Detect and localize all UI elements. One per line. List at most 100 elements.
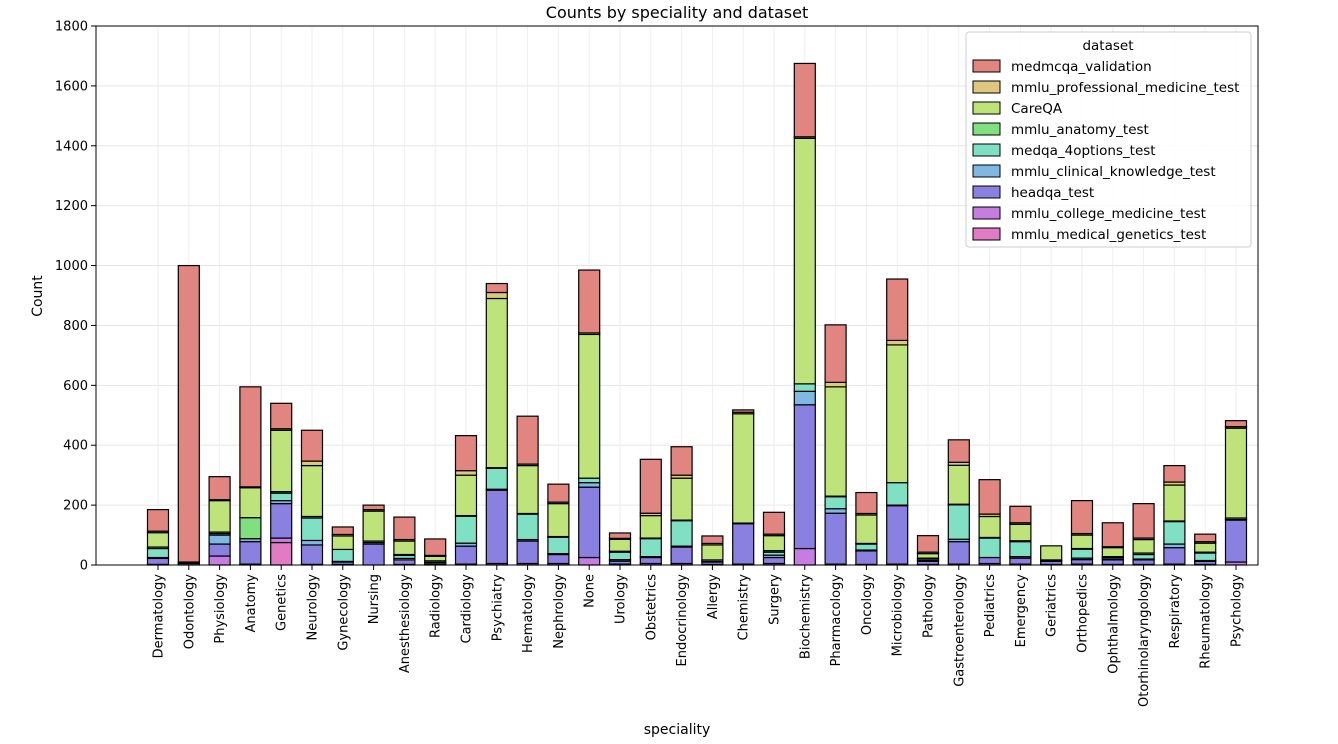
x-tick-label: Nephrology (552, 574, 567, 649)
bar-segment (578, 269, 601, 334)
bar-segment (516, 415, 539, 465)
bar-segment (454, 515, 478, 544)
bar-segment (947, 439, 970, 463)
x-tick-label: Emergency (1014, 574, 1029, 648)
bar-segment (1009, 523, 1032, 542)
bar-segment (608, 532, 632, 539)
bar-segment (1009, 541, 1032, 558)
bar-segment (1101, 547, 1124, 558)
bar-segment (855, 550, 878, 566)
bar-segment (916, 535, 940, 553)
bar-segment (1132, 538, 1155, 554)
bar-segment (331, 548, 354, 563)
bar-segment (824, 508, 847, 514)
x-tick-label: Odontology (182, 574, 197, 650)
bar-segment (270, 537, 293, 544)
x-tick-label: Ophthalmology (1106, 574, 1121, 674)
legend-label: mmlu_clinical_knowledge_test (1011, 164, 1216, 180)
bar-segment (300, 464, 324, 518)
bar-segment (1070, 500, 1094, 535)
y-tick-label: 800 (63, 319, 88, 334)
y-axis-label: Count (30, 275, 46, 317)
bar-segment (547, 483, 570, 503)
y-tick-label: 1000 (55, 259, 88, 274)
bar-segment (824, 386, 847, 497)
bar-segment (639, 514, 662, 539)
legend-title: dataset (1082, 38, 1133, 54)
bar-segment (516, 464, 539, 515)
legend-frame (965, 31, 1252, 248)
bar-segment (1070, 548, 1094, 559)
legend-label: mmlu_college_medicine_test (1011, 206, 1206, 222)
bar-segment (270, 492, 293, 502)
x-tick-label: Biochemistry (798, 574, 813, 659)
bar-segment (362, 510, 385, 542)
legend-swatch (972, 59, 1001, 73)
bar-segment (1009, 505, 1032, 524)
bar-segment (454, 435, 478, 472)
bar-segment (331, 535, 354, 551)
bar-segment (578, 482, 601, 488)
bar-segment (978, 537, 1001, 559)
bar-segment (978, 556, 1001, 565)
bar-segment (1194, 533, 1217, 543)
y-tick-label: 600 (63, 379, 88, 394)
x-axis-label: speciality (644, 722, 711, 738)
bar-segment (208, 476, 231, 501)
bar-segment (670, 477, 693, 521)
bar-segment (947, 504, 970, 540)
legend-swatch (972, 227, 1001, 241)
bar-segment (639, 458, 662, 514)
bar-segment (639, 538, 662, 558)
bar-segment (547, 536, 570, 555)
bar-segment (1040, 545, 1063, 561)
bar-segment (793, 137, 816, 385)
bar-segment (978, 479, 1001, 515)
y-axis: 0 200 400 600 800 1000 1200 1400 1600 1800 (55, 20, 96, 574)
bar-segment (886, 344, 909, 484)
x-tick-label: Anesthesiology (398, 574, 413, 673)
bar-segment (270, 541, 293, 566)
bar-segment (670, 546, 693, 565)
x-tick-label: Physiology (213, 574, 228, 644)
bar-segment (762, 556, 786, 565)
bar-segment (608, 551, 632, 561)
bar-segment (1163, 464, 1186, 483)
bar-segment (793, 390, 816, 406)
bar-segment (732, 413, 755, 524)
bar-segment (639, 556, 662, 565)
x-tick-label: Pharmacology (829, 574, 844, 667)
bar-segment (762, 535, 786, 552)
x-tick-label: Anatomy (244, 574, 259, 633)
bar-segment (578, 556, 601, 566)
bar-segment (1163, 484, 1186, 522)
bar-segment (208, 534, 231, 545)
x-tick-label: Gynecology (336, 574, 351, 651)
bar-segment (824, 496, 847, 510)
bar-segment (485, 282, 508, 294)
bar-segment (732, 523, 755, 565)
bar-segment (824, 381, 847, 388)
x-tick-label: Chemistry (737, 574, 752, 641)
legend-label: medqa_4options_test (1011, 143, 1156, 159)
x-tick-label: Psychiatry (490, 574, 505, 641)
bar-segment (208, 543, 231, 557)
y-tick-label: 0 (80, 559, 88, 574)
bar-segment (1163, 547, 1186, 565)
x-tick-label: None (583, 574, 598, 608)
x-tick-label: Microbiology (891, 574, 906, 657)
x-tick-label: Psychology (1230, 574, 1245, 647)
bar-segment (454, 470, 478, 476)
bar-segment (208, 555, 231, 566)
x-tick-label: Pathology (922, 574, 937, 638)
bar-segment (793, 62, 816, 138)
bar-segment (947, 464, 970, 505)
bar-segment (701, 535, 724, 545)
bar-segment (547, 503, 570, 538)
bar-segment (485, 291, 508, 300)
bar-segment (978, 515, 1001, 539)
bar-segment (485, 467, 508, 490)
bar-segment (824, 324, 847, 383)
bar-segment (1194, 552, 1217, 562)
bar-segment (424, 555, 447, 562)
